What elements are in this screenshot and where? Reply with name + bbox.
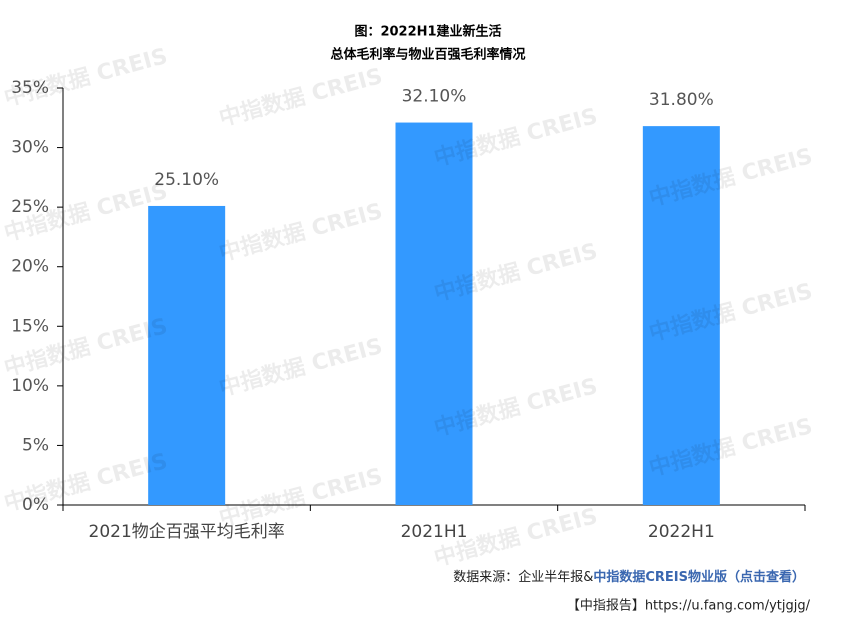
y-tick-label: 30% xyxy=(11,138,49,158)
y-tick-label: 15% xyxy=(11,316,49,336)
watermark: 中指数据 CREIS xyxy=(216,198,385,267)
watermark: 中指数据 CREIS xyxy=(216,63,385,132)
watermark: 中指数据 CREIS xyxy=(216,333,385,402)
bar xyxy=(642,126,720,505)
y-tick-label: 5% xyxy=(22,435,49,455)
report-link: 【中指报告】https://u.fang.com/ytjgjg/ xyxy=(567,599,811,614)
y-tick-label: 25% xyxy=(11,197,49,217)
x-tick-label: 2022H1 xyxy=(648,522,715,542)
value-label: 25.10% xyxy=(154,170,219,190)
source: 数据来源：企业半年报&中指数据CREIS物业版（点击查看） xyxy=(453,569,805,585)
watermark: 中指数据 CREIS xyxy=(216,463,385,532)
y-tick-label: 20% xyxy=(11,257,49,277)
value-label: 32.10% xyxy=(402,87,467,107)
bar xyxy=(395,122,473,506)
value-label: 31.80% xyxy=(649,90,714,110)
x-tick-label: 2021物企百强平均毛利率 xyxy=(89,522,285,542)
source-prefix: 数据来源：企业半年报& xyxy=(453,569,593,585)
chart-subtitle: 总体毛利率与物业百强毛利率情况 xyxy=(330,47,525,63)
x-tick-label: 2021H1 xyxy=(401,522,468,542)
source-link[interactable]: 中指数据CREIS物业版（点击查看） xyxy=(593,569,805,585)
chart-title: 图：2022H1建业新生活 xyxy=(354,24,501,40)
y-tick-label: 35% xyxy=(11,78,49,98)
y-tick-label: 0% xyxy=(22,495,49,515)
y-tick-label: 10% xyxy=(11,376,49,396)
watermark: 中指数据 CREIS xyxy=(1,448,170,517)
bar xyxy=(148,205,226,506)
